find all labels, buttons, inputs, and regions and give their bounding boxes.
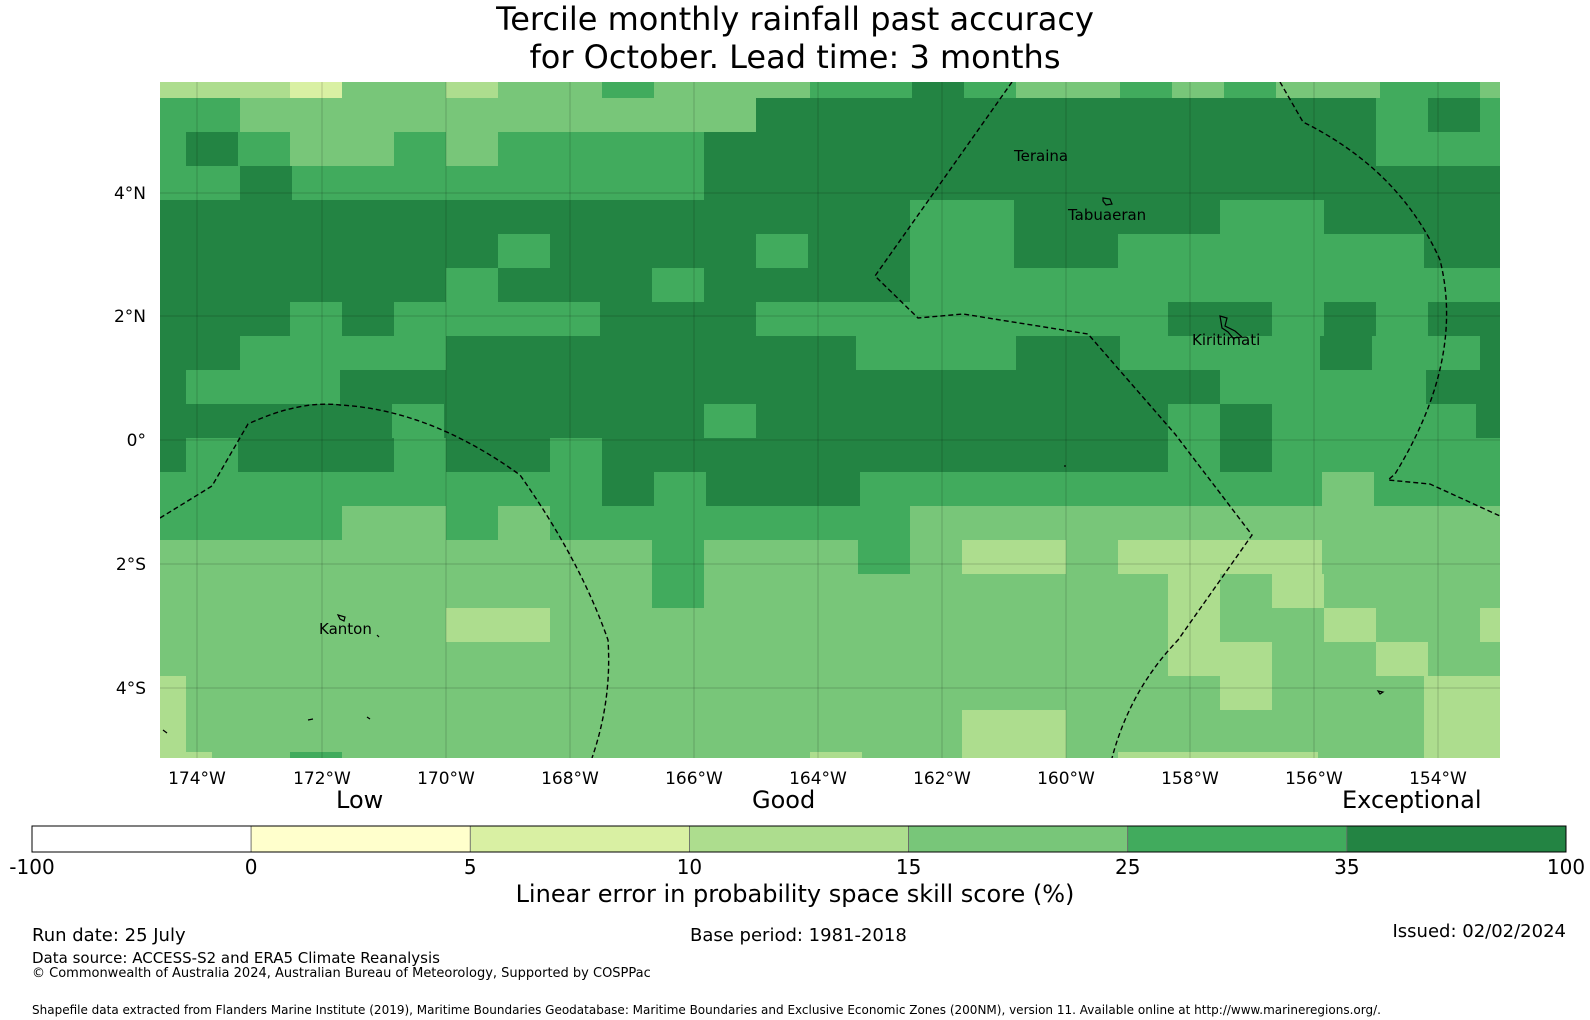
base-period: Base period: 1981-2018 <box>690 925 907 946</box>
y-tick-label: 4°S <box>116 679 146 699</box>
island-kanton-outline <box>336 614 346 622</box>
eez-boundaries <box>160 82 1500 758</box>
colorbar-frame <box>31 825 1567 853</box>
x-tick-label: 160°W <box>1037 769 1095 789</box>
islands <box>162 197 1385 734</box>
category-label-good: Good <box>752 786 816 814</box>
island-tabuaeran-outline <box>1102 197 1113 206</box>
map-title-line-1: Tercile monthly rainfall past accuracy <box>496 0 1094 38</box>
grid-row-18 <box>160 676 1500 710</box>
skill-map: Teraina Tabuaeran Kiritimati Kanton 4°N … <box>9 82 1585 879</box>
colorbar-segment <box>689 825 909 853</box>
grid-row-11 <box>160 438 1500 472</box>
x-tick-label: 158°W <box>1161 769 1219 789</box>
y-tick-label: 4°N <box>114 184 146 204</box>
data-source: Data source: ACCESS-S2 and ERA5 Climate … <box>32 949 440 967</box>
island-small-mark <box>1376 690 1385 695</box>
run-date: Run date: 25 July <box>32 925 186 946</box>
x-tick-label: 170°W <box>417 769 475 789</box>
x-tick-label: 154°W <box>1409 769 1467 789</box>
y-tick-label: 2°N <box>114 307 146 327</box>
island-small-mark <box>366 716 371 720</box>
grid-row-5 <box>160 234 1500 268</box>
x-tick-label: 172°W <box>293 769 351 789</box>
x-tick-label: 156°W <box>1285 769 1343 789</box>
colorbar-segment <box>908 825 1129 853</box>
grid-row-0 <box>160 82 1500 98</box>
colorbar-tick-label: 35 <box>1334 855 1359 879</box>
island-small-mark <box>307 718 314 721</box>
grid-row-4 <box>160 200 1500 234</box>
shapefile-credit: Shapefile data extracted from Flanders M… <box>32 1003 1381 1017</box>
grid-row-3 <box>160 166 1500 200</box>
x-axis-labels: 174°W 172°W 170°W 168°W 166°W 164°W 162°… <box>168 769 1467 789</box>
island-small-mark <box>376 634 380 638</box>
island-small-mark <box>162 729 168 734</box>
grid-row-6 <box>160 268 1500 302</box>
place-label-teraina: Teraina <box>1013 147 1068 165</box>
map-title-line-2: for October. Lead time: 3 months <box>529 38 1061 76</box>
x-tick-label: 162°W <box>913 769 971 789</box>
colorbar-segment <box>469 825 690 853</box>
colorbar-segment <box>250 825 471 853</box>
x-tick-label: 174°W <box>168 769 226 789</box>
colorbar: -100 0 5 10 15 25 35 100 <box>9 825 1585 879</box>
colorbar-segment <box>1346 825 1567 853</box>
colorbar-segment <box>31 825 252 853</box>
colorbar-tick-label: 25 <box>1115 855 1140 879</box>
grid-row-9 <box>160 370 1500 404</box>
place-label-kanton: Kanton <box>319 620 372 638</box>
place-label-tabuaeran: Tabuaeran <box>1067 206 1146 224</box>
grid-row-16 <box>160 608 1500 642</box>
grid-row-1 <box>160 98 1500 132</box>
grid-row-13 <box>160 506 1500 540</box>
grid-row-19 <box>160 710 1500 758</box>
category-label-exceptional: Exceptional <box>1342 786 1482 814</box>
x-tick-label: 166°W <box>665 769 723 789</box>
place-label-kiritimati: Kiritimati <box>1192 331 1260 349</box>
x-tick-label: 164°W <box>789 769 847 789</box>
colorbar-tick-label: 10 <box>677 855 702 879</box>
graticule <box>160 82 1500 758</box>
copyright: © Commonwealth of Australia 2024, Austra… <box>32 966 651 981</box>
grid-row-8 <box>160 336 1500 370</box>
colorbar-tick-label: 100 <box>1547 855 1585 879</box>
y-tick-label: 0° <box>127 431 146 451</box>
grid-row-12 <box>160 472 1500 506</box>
island-kiritimati-outline <box>1219 315 1244 339</box>
grid-row-7 <box>160 302 1500 336</box>
issued-date: Issued: 02/02/2024 <box>1392 921 1566 942</box>
colorbar-tick-label: 5 <box>464 855 477 879</box>
eez-line-kanton <box>160 403 610 758</box>
colorbar-tick-label: 0 <box>245 855 258 879</box>
grid-row-17 <box>160 642 1500 676</box>
grid-row-2 <box>160 132 1500 166</box>
y-axis-labels: 4°N 2°N 0° 2°S 4°S <box>114 184 146 699</box>
y-tick-label: 2°S <box>116 555 146 575</box>
colorbar-tick-label: -100 <box>9 855 54 879</box>
colorbar-segment <box>1127 825 1348 853</box>
x-tick-label: 168°W <box>541 769 599 789</box>
skill-grid <box>160 82 1500 758</box>
grid-row-10 <box>160 404 1500 438</box>
colorbar-label: Linear error in probability space skill … <box>515 880 1075 908</box>
grid-row-14 <box>160 540 1500 574</box>
category-label-low: Low <box>336 786 384 814</box>
grid-row-15 <box>160 574 1500 608</box>
colorbar-tick-label: 15 <box>896 855 921 879</box>
eez-line-east <box>1279 82 1500 517</box>
